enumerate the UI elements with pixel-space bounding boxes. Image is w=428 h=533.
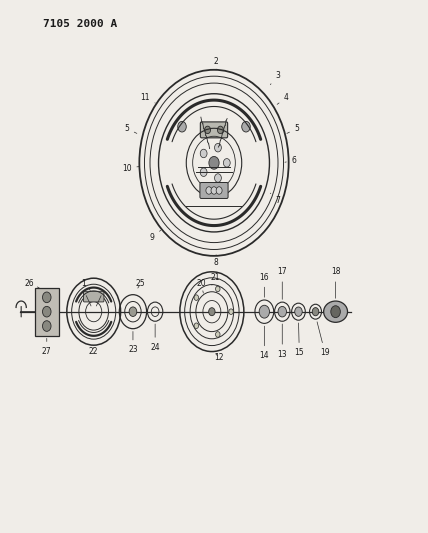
Text: 9: 9 [150,230,160,242]
Text: 5: 5 [124,124,137,133]
Text: 7105 2000 A: 7105 2000 A [43,19,118,29]
Text: 14: 14 [259,326,269,360]
FancyBboxPatch shape [200,182,228,198]
Text: 4: 4 [277,93,289,104]
Circle shape [295,307,302,317]
Circle shape [211,187,217,194]
Circle shape [242,122,250,132]
Circle shape [42,292,51,303]
Text: 10: 10 [122,164,140,173]
Text: 8: 8 [214,255,219,267]
Text: 18: 18 [331,268,340,298]
Text: 21: 21 [210,273,220,285]
Circle shape [216,332,220,337]
Text: 17: 17 [277,268,287,300]
Circle shape [206,187,212,194]
Ellipse shape [324,301,348,322]
Circle shape [259,305,270,318]
Circle shape [200,168,207,176]
Circle shape [216,286,220,292]
Text: 2: 2 [214,58,219,70]
Bar [35,288,59,336]
Circle shape [205,126,211,134]
FancyBboxPatch shape [83,292,104,302]
Circle shape [278,306,286,317]
Text: 19: 19 [317,322,330,357]
Text: 20: 20 [196,279,206,293]
Circle shape [200,149,207,158]
Circle shape [42,306,51,317]
Text: 6: 6 [285,156,297,165]
Circle shape [194,323,199,328]
Text: 24: 24 [150,324,160,352]
Circle shape [42,321,51,332]
Text: 15: 15 [294,323,304,357]
FancyBboxPatch shape [200,122,228,138]
Circle shape [209,157,219,169]
Text: 3: 3 [270,70,280,85]
Circle shape [129,307,137,317]
Text: 1: 1 [81,279,90,290]
Circle shape [223,159,230,167]
Text: 25: 25 [136,279,146,288]
Text: 16: 16 [259,273,269,297]
Text: 27: 27 [42,338,52,356]
Text: 23: 23 [128,332,138,354]
Text: 26: 26 [25,279,39,288]
Text: 5: 5 [287,124,300,133]
Circle shape [214,143,221,152]
Circle shape [312,308,319,316]
Circle shape [214,174,221,182]
Text: 11: 11 [140,93,155,103]
Circle shape [216,187,222,194]
Circle shape [194,295,199,301]
Circle shape [217,126,223,134]
Text: 12: 12 [214,353,224,362]
Circle shape [178,122,186,132]
Text: 22: 22 [89,347,98,356]
Circle shape [331,306,340,318]
Text: 7: 7 [270,193,280,205]
Circle shape [229,309,233,314]
Text: 13: 13 [277,324,287,359]
Circle shape [209,308,215,316]
